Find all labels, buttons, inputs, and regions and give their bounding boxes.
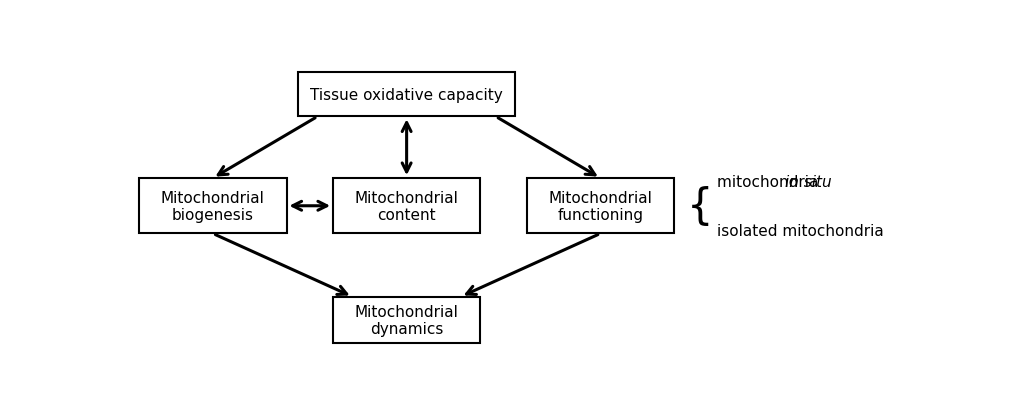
FancyBboxPatch shape xyxy=(333,297,480,343)
Text: {: { xyxy=(687,185,714,227)
Text: mitochondria: mitochondria xyxy=(717,174,823,189)
Text: Mitochondrial
functioning: Mitochondrial functioning xyxy=(548,190,652,223)
Text: in situ: in situ xyxy=(785,174,831,189)
FancyBboxPatch shape xyxy=(298,73,516,117)
FancyBboxPatch shape xyxy=(333,178,480,234)
Text: Mitochondrial
biogenesis: Mitochondrial biogenesis xyxy=(161,190,264,223)
Text: Tissue oxidative capacity: Tissue oxidative capacity xyxy=(310,88,503,102)
FancyBboxPatch shape xyxy=(139,178,287,234)
Text: Mitochondrial
dynamics: Mitochondrial dynamics xyxy=(354,304,458,336)
Text: Mitochondrial
content: Mitochondrial content xyxy=(354,190,458,223)
Text: isolated mitochondria: isolated mitochondria xyxy=(717,223,883,238)
FancyBboxPatch shape xyxy=(527,178,674,234)
